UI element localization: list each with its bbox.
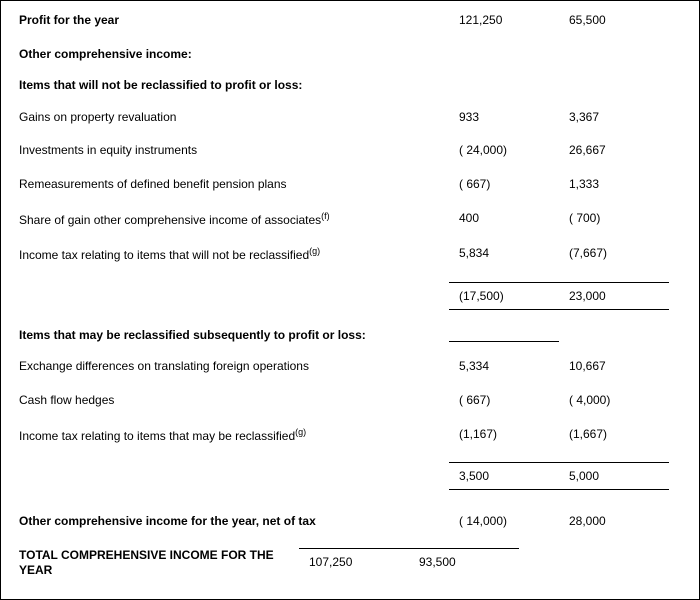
label-fx: Exchange differences on translating fore… bbox=[19, 359, 449, 375]
label-cfh: Cash flow hedges bbox=[19, 393, 449, 409]
col1-tax-not: 5,834 bbox=[449, 246, 559, 260]
row-tax-may: Income tax relating to items that may be… bbox=[19, 427, 681, 445]
label-share-assoc: Share of gain other comprehensive income… bbox=[19, 211, 449, 229]
row-oci-head: Other comprehensive income: bbox=[19, 47, 681, 63]
label-oci-net: Other comprehensive income for the year,… bbox=[19, 514, 449, 530]
label-profit: Profit for the year bbox=[19, 13, 449, 29]
col1-fx: 5,334 bbox=[449, 359, 559, 373]
col1-tax-may: (1,167) bbox=[449, 427, 559, 441]
col1-oci-net: ( 14,000) bbox=[449, 514, 559, 528]
row-total: TOTAL COMPREHENSIVE INCOME FOR THE YEAR … bbox=[19, 548, 681, 579]
label-may-reclass-head: Items that may be reclassified subsequen… bbox=[19, 328, 449, 344]
row-cfh: Cash flow hedges ( 667) ( 4,000) bbox=[19, 393, 681, 409]
col2-remeas: 1,333 bbox=[559, 177, 669, 191]
col1-cfh: ( 667) bbox=[449, 393, 559, 407]
row-oci-net: Other comprehensive income for the year,… bbox=[19, 514, 681, 530]
col1-remeas: ( 667) bbox=[449, 177, 559, 191]
row-may-reclass-head: Items that may be reclassified subsequen… bbox=[19, 328, 681, 344]
label-tax-not: Income tax relating to items that will n… bbox=[19, 246, 449, 264]
col2-fx: 10,667 bbox=[559, 359, 669, 373]
col1-total: 107,250 bbox=[299, 548, 409, 569]
col2-profit: 65,500 bbox=[559, 13, 669, 27]
label-not-reclass-head: Items that will not be reclassified to p… bbox=[19, 78, 449, 94]
row-fx: Exchange differences on translating fore… bbox=[19, 359, 681, 375]
col1-sub2: 3,500 bbox=[449, 462, 559, 490]
label-gains-prop: Gains on property revaluation bbox=[19, 110, 449, 126]
sup-f-icon: (f) bbox=[321, 211, 330, 221]
col1-gains-prop: 933 bbox=[449, 110, 559, 124]
row-not-reclass-head: Items that will not be reclassified to p… bbox=[19, 78, 681, 94]
label-tax-not-text: Income tax relating to items that will n… bbox=[19, 248, 309, 262]
label-tax-may-text: Income tax relating to items that may be… bbox=[19, 429, 295, 443]
col1-sub1: (17,500) bbox=[449, 282, 559, 310]
col2-oci-net: 28,000 bbox=[559, 514, 669, 528]
row-sub2: 3,500 5,000 bbox=[19, 462, 681, 490]
col2-gains-prop: 3,367 bbox=[559, 110, 669, 124]
row-tax-not: Income tax relating to items that will n… bbox=[19, 246, 681, 264]
label-share-assoc-text: Share of gain other comprehensive income… bbox=[19, 213, 321, 227]
label-tax-may: Income tax relating to items that may be… bbox=[19, 427, 449, 445]
col2-sub2: 5,000 bbox=[559, 462, 669, 490]
col2-sub1: 23,000 bbox=[559, 282, 669, 310]
col2-cfh: ( 4,000) bbox=[559, 393, 669, 407]
label-remeas: Remeasurements of defined benefit pensio… bbox=[19, 177, 449, 193]
col1-may-rule bbox=[449, 328, 559, 342]
label-oci-head: Other comprehensive income: bbox=[19, 47, 449, 63]
label-total: TOTAL COMPREHENSIVE INCOME FOR THE YEAR bbox=[19, 548, 299, 579]
row-share-assoc: Share of gain other comprehensive income… bbox=[19, 211, 681, 229]
row-gains-prop: Gains on property revaluation 933 3,367 bbox=[19, 110, 681, 126]
row-profit: Profit for the year 121,250 65,500 bbox=[19, 13, 681, 29]
col2-total: 93,500 bbox=[409, 548, 519, 569]
row-sub1: (17,500) 23,000 bbox=[19, 282, 681, 310]
col2-share-assoc: ( 700) bbox=[559, 211, 669, 225]
row-inv-equity: Investments in equity instruments ( 24,0… bbox=[19, 143, 681, 159]
col1-share-assoc: 400 bbox=[449, 211, 559, 225]
sup-g1-icon: (g) bbox=[309, 246, 320, 256]
col2-tax-not: (7,667) bbox=[559, 246, 669, 260]
sup-g2-icon: (g) bbox=[295, 427, 306, 437]
col1-profit: 121,250 bbox=[449, 13, 559, 27]
label-inv-equity: Investments in equity instruments bbox=[19, 143, 449, 159]
col2-inv-equity: 26,667 bbox=[559, 143, 669, 157]
row-remeas: Remeasurements of defined benefit pensio… bbox=[19, 177, 681, 193]
col2-tax-may: (1,667) bbox=[559, 427, 669, 441]
col1-inv-equity: ( 24,000) bbox=[449, 143, 559, 157]
